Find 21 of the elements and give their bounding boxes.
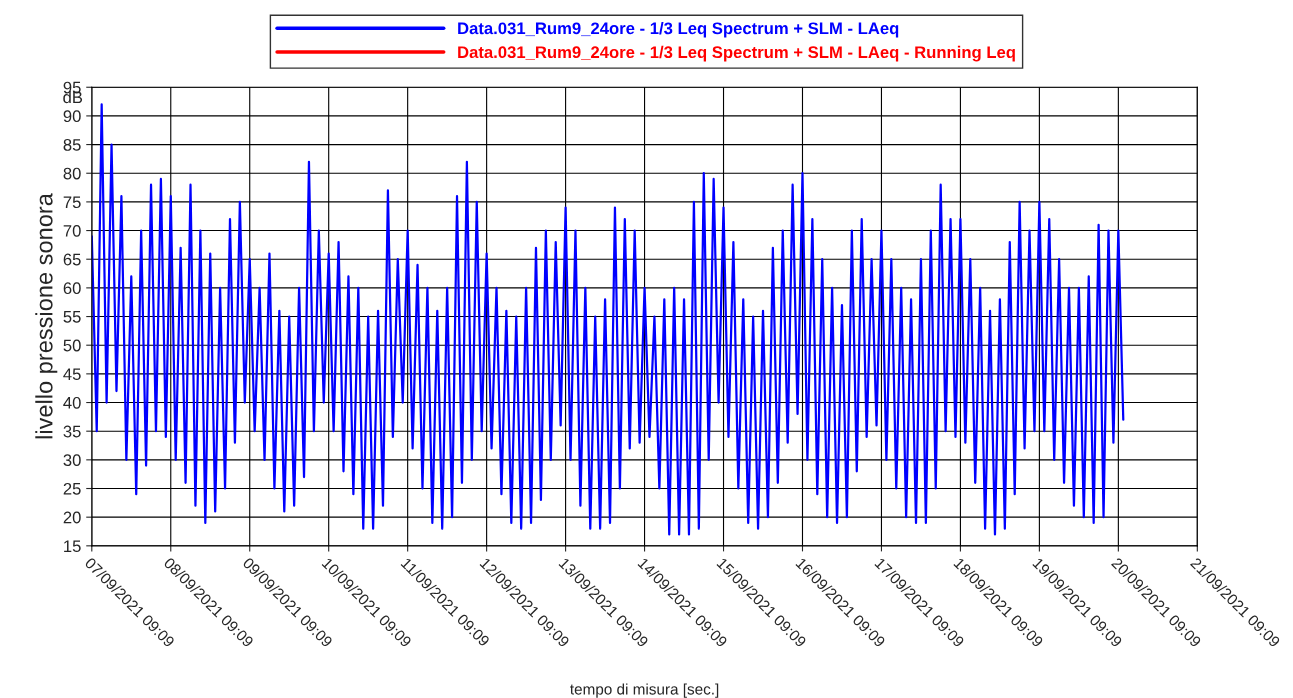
x-axis-title: tempo di misura [sec.]	[570, 683, 719, 698]
y-tick-label: 75	[63, 196, 81, 209]
y-tick-label: 40	[63, 396, 81, 409]
y-tick-label: 90	[63, 110, 81, 123]
y-tick-label: 65	[63, 253, 81, 266]
y-tick-label: 70	[63, 224, 81, 237]
y-tick-label: 45	[63, 368, 81, 381]
y-tick-label: 35	[63, 425, 81, 438]
y-tick-label: 15	[64, 540, 81, 553]
y-tick-label: 85	[63, 138, 81, 151]
y-tick-label: 20	[63, 511, 81, 524]
y-tick-label: 50	[63, 339, 81, 352]
y-tick-label: 80	[63, 167, 81, 180]
legend-label: Data.031_Rum9_24ore - 1/3 Leq Spectrum + SLM - LAeq - Running Leq	[458, 45, 1015, 62]
line-series	[91, 103, 1125, 536]
y-axis-title: livello pressione sonora	[35, 193, 58, 439]
y-tick-label: 30	[63, 454, 81, 467]
y-tick-label: 60	[63, 282, 81, 295]
y-tick-label: 25	[63, 482, 81, 495]
y-tick-label: 55	[63, 311, 81, 323]
text: Data.031_Rum9_24ore - 1/3 Leq Spectrum + SLM - LAeq	[458, 21, 899, 38]
